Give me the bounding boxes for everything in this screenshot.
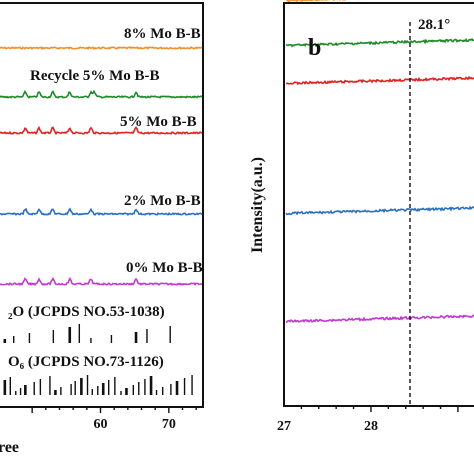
x-tick-label: 60 [94,417,108,432]
panel-a: 60 70 8% Mo B-B Recycle 5% Mo B-B 5% Mo B-B… [0,2,204,456]
series-label: 5% Mo B-B [120,114,197,130]
xrd-zoom-curve [285,0,379,3]
xrd-zoom-curve [285,38,474,48]
xrd-zoom-curve [285,314,474,323]
panel-a-ref-label-2: O₆ (JCPDS NO.73-1126) [8,354,164,370]
panel-b: 28.1° b Intensity(a.u.) 27 28 [249,0,474,434]
panel-a-curves [0,46,203,287]
panel-b-x-ticks: 27 28 [277,406,459,434]
series-label: 8% Mo B-B [124,26,201,42]
panel-b-letter: b [308,35,321,61]
xrd-curve [0,207,203,216]
panel-a-ref-label-1: ₂O (JCPDS NO.53-1038) [8,304,165,320]
x-tick-label: 28 [364,419,378,434]
series-label: 0% Mo B-B [126,260,203,276]
xrd-zoom-curve [285,75,474,86]
panel-a-series-labels: 8% Mo B-B Recycle 5% Mo B-B 5% Mo B-B 2% Mo… [30,26,203,276]
panel-b-curves [285,0,474,323]
panel-b-y-axis-label: Intensity(a.u.) [249,157,266,253]
x-tick-label: 27 [277,419,291,434]
series-label: Recycle 5% Mo B-B [30,68,160,84]
x-tick-label: 70 [162,417,176,432]
xrd-curve [0,125,203,136]
panel-a-reference-sticks [3,324,193,395]
panel-a-x-axis-label: ree [0,439,19,456]
xrd-zoom-curve [285,205,474,216]
xrd-curve [0,89,203,99]
series-label: 2% Mo B-B [124,193,201,209]
panel-b-frame [283,2,474,407]
xrd-curve [0,46,203,51]
reference-line-label: 28.1° [418,17,450,33]
xrd-curve [0,276,203,287]
panel-a-x-ticks: 60 70 [31,407,197,432]
